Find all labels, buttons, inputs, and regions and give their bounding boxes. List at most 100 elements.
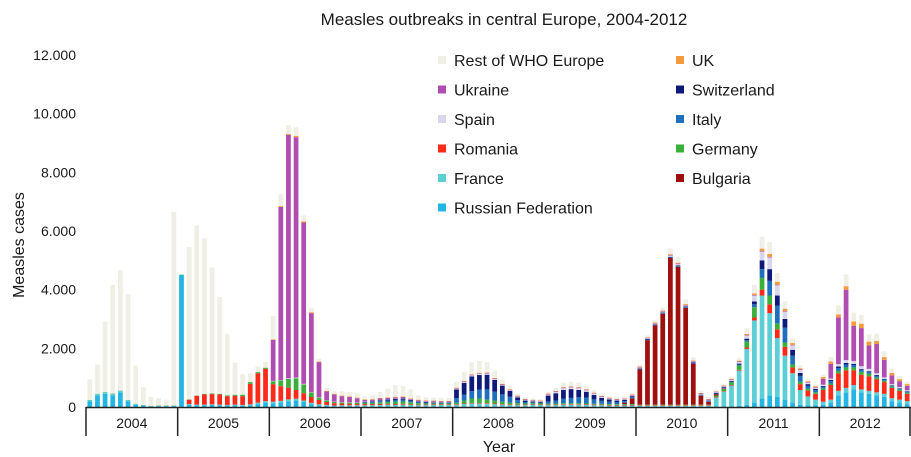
bar-segment <box>301 384 306 393</box>
bar-segment <box>630 404 635 405</box>
bar-segment <box>431 401 436 402</box>
bar-segment <box>401 401 406 403</box>
bar-segment <box>446 403 451 404</box>
bar-segment <box>706 402 711 405</box>
bar-segment <box>691 364 696 405</box>
bar-segment <box>706 406 711 407</box>
bar-segment <box>844 360 849 363</box>
bar-segment <box>469 376 474 391</box>
bar-segment <box>851 313 856 322</box>
bar-segment <box>897 387 902 388</box>
bar-segment <box>225 334 230 396</box>
bar-segment <box>439 404 444 405</box>
bar-segment <box>477 398 482 402</box>
bar-segment <box>240 396 245 405</box>
bar-segment <box>859 389 864 392</box>
bar-segment <box>714 392 719 393</box>
bar-segment <box>393 397 398 398</box>
bar-segment <box>729 385 734 386</box>
bar-segment <box>851 370 856 385</box>
bar-segment <box>301 222 306 383</box>
bar-segment <box>278 401 283 402</box>
bar-segment <box>637 406 642 407</box>
bar-segment <box>378 402 383 403</box>
bar-segment <box>370 405 375 406</box>
bar-segment <box>309 313 314 392</box>
bar-segment <box>790 350 795 356</box>
bar-segment <box>836 395 841 407</box>
bar-segment <box>126 294 131 400</box>
bar-segment <box>592 390 597 392</box>
bar-segment <box>844 290 849 360</box>
bar-segment <box>637 369 642 404</box>
bar-segment <box>752 403 757 407</box>
bar-segment <box>286 379 291 388</box>
bar-segment <box>355 405 360 406</box>
y-axis-label: Measles cases <box>11 192 28 298</box>
bar-segment <box>576 404 581 405</box>
bar-segment <box>599 396 604 397</box>
bar-segment <box>324 388 329 391</box>
bar-segment <box>813 400 818 406</box>
bar-segment <box>294 127 299 136</box>
bar-segment <box>783 347 788 356</box>
bar-segment <box>691 361 696 362</box>
bar-segment <box>599 394 604 396</box>
bar-segment <box>340 396 345 397</box>
bar-segment <box>286 401 291 407</box>
bar-segment <box>699 393 704 394</box>
bar-segment <box>760 249 765 251</box>
bar-segment <box>660 406 665 407</box>
bar-segment <box>332 394 337 395</box>
bar-segment <box>317 398 322 400</box>
bar-segment <box>660 308 665 311</box>
bar-segment <box>691 405 696 406</box>
bar-segment <box>783 342 788 346</box>
bar-segment <box>439 403 444 404</box>
bar-segment <box>332 403 337 405</box>
bar-segment <box>202 394 207 404</box>
bar-segment <box>87 401 92 407</box>
bar-segment <box>462 403 467 404</box>
bar-segment <box>271 403 276 407</box>
bar-segment <box>271 384 276 402</box>
bar-segment <box>194 225 199 395</box>
bar-segment <box>294 378 299 390</box>
legend-label: Ukraine <box>454 83 509 100</box>
bar-segment <box>806 386 811 389</box>
bar-segment <box>668 405 673 406</box>
bar-segment <box>584 386 589 389</box>
bar-segment <box>599 405 604 406</box>
legend-label: Germany <box>692 142 758 159</box>
bar-segment <box>874 373 879 375</box>
bar-segment <box>485 404 490 407</box>
bar-segment <box>531 398 536 399</box>
bar-segment <box>95 364 100 393</box>
bar-segment <box>760 260 765 269</box>
bar-segment <box>576 387 581 388</box>
bar-segment <box>653 320 658 322</box>
bar-segment <box>546 395 551 396</box>
bar-segment <box>867 376 872 391</box>
bar-segment <box>194 405 199 407</box>
bar-segment <box>454 404 459 405</box>
bar-segment <box>309 308 314 312</box>
bar-segment <box>523 402 528 403</box>
bar-segment <box>393 397 398 398</box>
bar-segment <box>859 392 864 407</box>
bar-segment <box>653 405 658 406</box>
bar-segment <box>553 404 558 405</box>
bar-segment <box>485 373 490 374</box>
bar-segment <box>217 405 222 407</box>
bar-segment <box>806 384 811 386</box>
bar-segment <box>408 400 413 401</box>
bar-segment <box>569 405 574 407</box>
bar-segment <box>821 405 826 407</box>
bar-segment <box>599 405 604 406</box>
bar-segment <box>645 405 650 406</box>
bar-segment <box>309 312 314 313</box>
bar-segment <box>714 394 719 395</box>
bar-segment <box>874 341 879 344</box>
bar-segment <box>446 401 451 402</box>
bar-segment <box>790 364 795 367</box>
